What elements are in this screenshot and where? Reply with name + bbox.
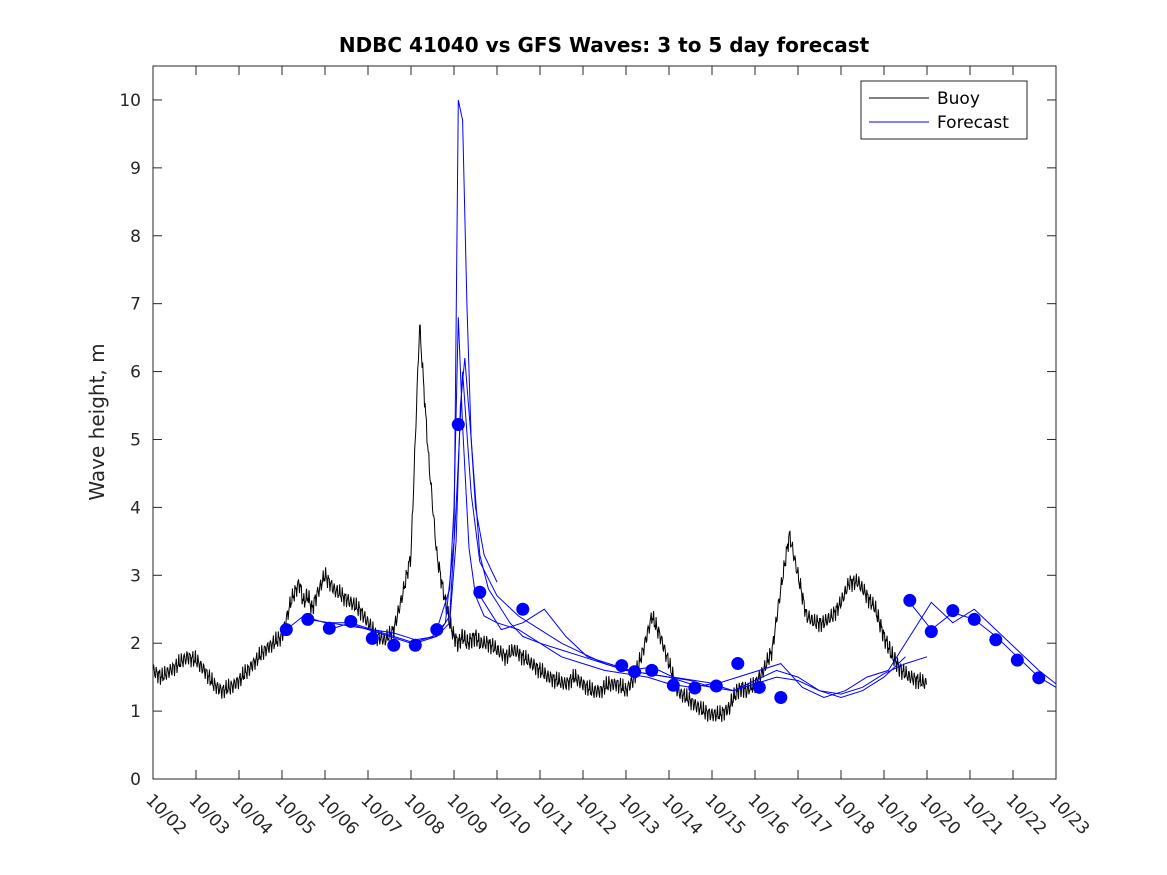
forecast-marker <box>365 631 379 645</box>
y-tick-label: 7 <box>130 295 141 315</box>
forecast-marker <box>709 679 723 693</box>
forecast-marker <box>967 612 981 626</box>
forecast-marker <box>451 418 465 432</box>
legend-forecast-label: Forecast <box>937 113 1009 133</box>
series-group <box>153 99 1056 722</box>
forecast-marker <box>924 625 938 639</box>
forecast-marker <box>615 659 629 673</box>
forecast-marker <box>666 678 680 692</box>
forecast-marker <box>301 612 315 626</box>
forecast-marker <box>628 665 642 679</box>
forecast-marker <box>1032 671 1046 685</box>
y-tick-label: 4 <box>130 498 141 518</box>
y-tick-label: 9 <box>130 159 141 179</box>
forecast-marker <box>989 633 1003 647</box>
y-tick-label: 1 <box>130 702 141 722</box>
forecast-marker <box>516 602 530 616</box>
forecast-marker <box>774 691 788 705</box>
legend-box <box>860 80 1028 140</box>
y-tick-label: 0 <box>130 770 141 790</box>
plot-area <box>153 99 1056 722</box>
y-tick-label: 6 <box>130 363 141 383</box>
y-tick-label: 3 <box>130 566 141 586</box>
forecast-marker <box>688 681 702 695</box>
forecast-line <box>436 317 734 692</box>
forecast-marker <box>408 638 422 652</box>
forecast-marker <box>279 623 293 637</box>
forecast-marker <box>473 585 487 599</box>
forecast-marker <box>903 593 917 607</box>
forecast-marker <box>387 638 401 652</box>
forecast-marker <box>430 623 444 637</box>
y-axis: 0 1 2 3 4 5 6 7 8 9 10 <box>119 91 1056 790</box>
forecast-marker <box>946 604 960 618</box>
forecast-marker <box>645 663 659 677</box>
y-tick-label: 2 <box>130 634 141 654</box>
y-axis-label: Wave height, m <box>85 343 109 500</box>
forecast-marker <box>752 680 766 694</box>
plot-frame <box>152 65 1057 780</box>
y-tick-label: 5 <box>130 430 141 450</box>
y-tick-label: 10 <box>119 91 141 111</box>
forecast-marker <box>1010 653 1024 667</box>
y-tick-label: 8 <box>130 227 141 247</box>
chart-title: NDBC 41040 vs GFS Waves: 3 to 5 day fore… <box>339 33 870 57</box>
legend-buoy-label: Buoy <box>937 89 980 109</box>
forecast-marker <box>322 621 336 635</box>
buoy-line <box>153 324 927 722</box>
legend: Buoy Forecast <box>860 80 1028 140</box>
forecast-marker <box>731 657 745 671</box>
forecast-marker <box>344 614 358 628</box>
